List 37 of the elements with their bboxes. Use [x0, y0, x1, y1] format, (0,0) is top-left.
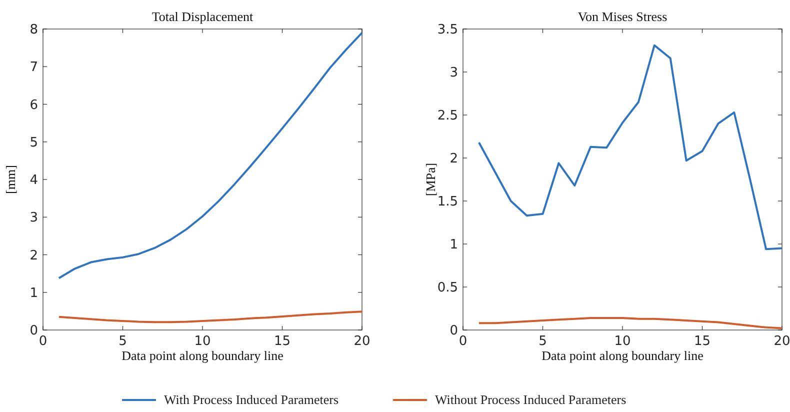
legend-label: With Process Induced Parameters [164, 392, 339, 407]
x-tick-label: 10 [614, 334, 631, 349]
y-tick-label: 2.5 [437, 108, 458, 124]
x-axis-title: Data point along boundary line [542, 348, 704, 363]
line-series [478, 44, 783, 250]
x-tick-label: 15 [274, 334, 291, 349]
line-series [58, 32, 363, 280]
y-tick-label: 1 [30, 286, 38, 301]
y-tick-label: 2 [450, 152, 458, 167]
y-tick-label: 8 [30, 22, 38, 38]
x-axis-title: Data point along boundary line [122, 348, 284, 363]
x-tick-label: 10 [194, 334, 211, 349]
chart-title: Total Displacement [152, 9, 254, 24]
y-tick-label: 2 [30, 248, 38, 264]
y-tick-label: 6 [30, 98, 38, 113]
x-tick-label: 15 [694, 334, 711, 349]
y-tick-label: 3.5 [437, 22, 458, 38]
y-tick-label: 3 [450, 66, 458, 81]
x-tick-label: 20 [774, 334, 790, 349]
y-tick-label: 0.5 [437, 280, 458, 296]
y-tick-label: 7 [30, 60, 38, 76]
x-tick-label: 20 [354, 334, 370, 349]
y-axis-title: [mm] [3, 165, 18, 194]
y-tick-label: 1.5 [437, 194, 458, 210]
y-tick-label: 3 [30, 210, 38, 226]
y-tick-label: 5 [30, 135, 38, 150]
y-tick-label: 4 [30, 173, 38, 188]
legend-label: Without Process Induced Parameters [435, 392, 626, 407]
y-tick-label: 0 [450, 324, 458, 339]
x-tick-label: 5 [538, 334, 547, 349]
line-series [58, 310, 363, 324]
x-tick-label: 5 [118, 334, 127, 349]
chart-title: Von Mises Stress [578, 9, 668, 24]
y-tick-label: 1 [450, 238, 458, 253]
line-series [478, 316, 783, 330]
y-tick-label: 0 [30, 324, 38, 339]
y-axis-title: [MPa] [423, 162, 438, 196]
